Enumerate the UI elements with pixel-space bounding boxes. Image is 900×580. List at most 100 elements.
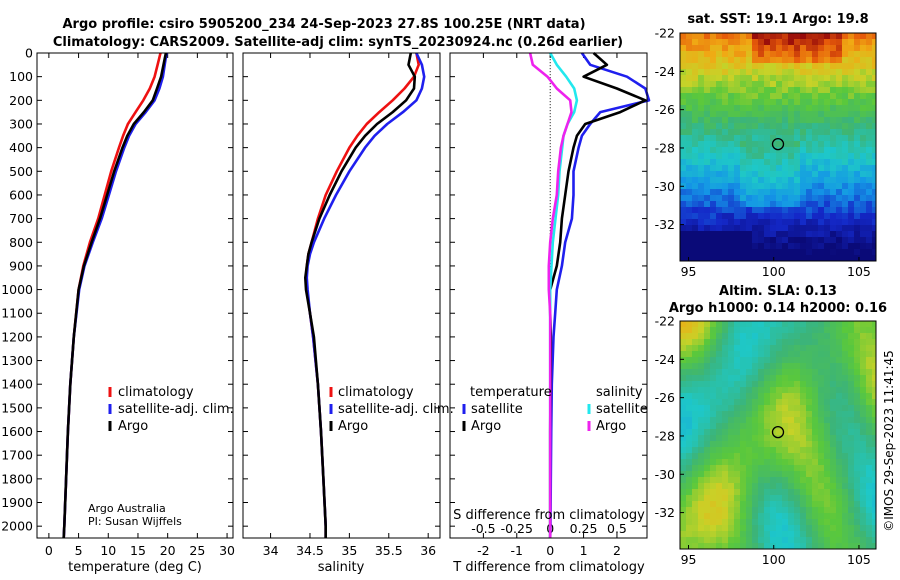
map-cell — [812, 447, 819, 454]
map-cell — [776, 339, 783, 346]
map-cell — [740, 237, 747, 244]
map-cell — [812, 63, 819, 70]
map-cell — [764, 129, 771, 136]
map-cell — [872, 165, 876, 172]
map-cell — [758, 363, 765, 370]
map-cell — [872, 171, 876, 178]
map-cell — [734, 39, 741, 46]
map-cell — [794, 153, 801, 160]
map-cell — [824, 507, 831, 514]
map-cell — [806, 45, 813, 52]
map-cell — [686, 159, 693, 166]
map-cell — [770, 93, 777, 100]
map-cell — [734, 129, 741, 136]
map-cell — [806, 225, 813, 232]
map-cell — [848, 255, 855, 261]
map-cell — [716, 489, 723, 496]
map-cell — [836, 243, 843, 250]
map-cell — [728, 249, 735, 256]
map-cell — [704, 105, 711, 112]
map-cell — [848, 99, 855, 106]
map-cell — [764, 75, 771, 82]
map-cell — [752, 177, 759, 184]
map-cell — [752, 213, 759, 220]
map-cell — [776, 321, 783, 328]
map-cell — [698, 147, 705, 154]
map-cell — [836, 339, 843, 346]
map-cell — [848, 159, 855, 166]
map-cell — [698, 465, 705, 472]
map-cell — [746, 471, 753, 478]
map-cell — [698, 99, 705, 106]
map-cell — [752, 237, 759, 244]
map-cell — [746, 225, 753, 232]
map-cell — [710, 159, 717, 166]
map-cell — [812, 219, 819, 226]
map-cell — [722, 525, 729, 532]
map-cell — [854, 225, 861, 232]
map-cell — [806, 489, 813, 496]
map-cell — [830, 225, 837, 232]
map-cell — [830, 249, 837, 256]
map-cell — [818, 147, 825, 154]
map-cell — [764, 441, 771, 448]
map-cell — [752, 117, 759, 124]
map-cell — [728, 63, 735, 70]
map-cell — [854, 441, 861, 448]
map-cell — [728, 387, 735, 394]
map-cell — [872, 537, 876, 544]
map-cell — [824, 63, 831, 70]
depth-tick-label: 1500 — [1, 400, 33, 415]
map-cell — [776, 345, 783, 352]
temperature-profile-panel: 0100200300400500600700800900100011001200… — [1, 46, 235, 559]
map-cell — [770, 327, 777, 334]
map-cell — [782, 507, 789, 514]
map-cell — [860, 141, 867, 148]
map-cell — [692, 501, 699, 508]
map-cell — [680, 393, 687, 400]
map-cell — [842, 393, 849, 400]
map-cell — [842, 177, 849, 184]
map-cell — [722, 153, 729, 160]
map-cell — [758, 225, 765, 232]
map-cell — [776, 195, 783, 202]
map-cell — [854, 435, 861, 442]
map-cell — [746, 63, 753, 70]
map-cell — [782, 75, 789, 82]
map-cell — [854, 45, 861, 52]
map-cell — [692, 189, 699, 196]
map-cell — [728, 501, 735, 508]
map-cell — [716, 537, 723, 544]
map-cell — [836, 105, 843, 112]
map-cell — [752, 459, 759, 466]
map-cell — [746, 513, 753, 520]
map-cell — [710, 345, 717, 352]
map-cell — [842, 147, 849, 154]
map-cell — [764, 429, 771, 436]
map-cell — [758, 177, 765, 184]
map-cell — [758, 501, 765, 508]
map-cell — [872, 417, 876, 424]
map-cell — [866, 75, 873, 82]
map-cell — [788, 225, 795, 232]
map-cell — [836, 519, 843, 526]
map-cell — [734, 351, 741, 358]
map-cell — [794, 39, 801, 46]
map-cell — [722, 231, 729, 238]
map-cell — [860, 381, 867, 388]
map-cell — [728, 333, 735, 340]
map-cell — [842, 435, 849, 442]
map-cell — [830, 243, 837, 250]
map-cell — [830, 195, 837, 202]
map-cell — [836, 201, 843, 208]
map-cell — [836, 81, 843, 88]
map-cell — [806, 243, 813, 250]
map-cell — [776, 51, 783, 58]
map-cell — [746, 489, 753, 496]
map-cell — [746, 405, 753, 412]
map-cell — [794, 351, 801, 358]
map-cell — [722, 351, 729, 358]
map-cell — [872, 33, 876, 40]
map-cell — [758, 33, 765, 40]
map-cell — [824, 93, 831, 100]
